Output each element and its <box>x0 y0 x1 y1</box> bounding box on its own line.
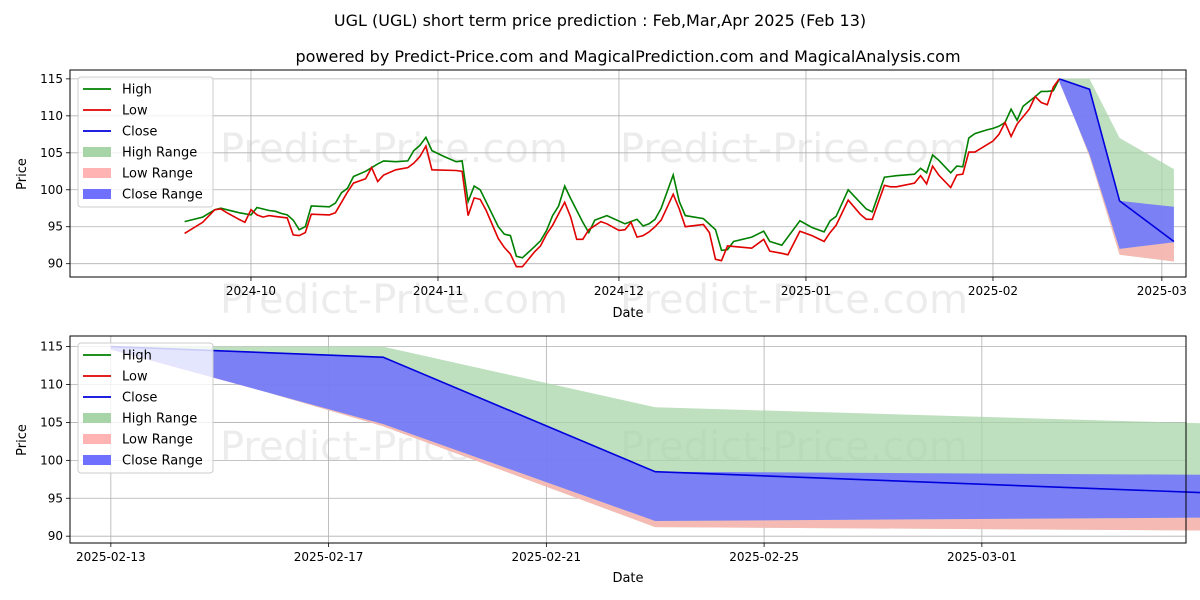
plot-frame <box>69 69 1187 278</box>
legend-close-range-label: Close Range <box>122 454 203 469</box>
legend-low-range-label: Low Range <box>122 433 193 448</box>
legend-box <box>77 76 214 208</box>
close-range-band <box>110 346 1200 521</box>
legend-high-range-swatch <box>83 147 111 157</box>
bottom-panel: Predict-Price.com Predict-Price.com 2025… <box>15 335 1200 586</box>
legend-high-label: High <box>122 349 152 364</box>
close-series-line <box>1059 78 1175 243</box>
chart-title: UGL (UGL) short term price prediction : … <box>334 11 866 30</box>
legend-low-range-label: Low Range <box>122 167 193 182</box>
top-panel: Predict-Price.com Predict-Price.com Pred… <box>15 69 1187 323</box>
legend-low-label: Low <box>122 104 148 119</box>
y-tick-label: 95 <box>48 491 63 505</box>
x-tick-label: 2024-11 <box>413 284 463 298</box>
legend-low-label: Low <box>122 370 148 385</box>
y-tick-label: 105 <box>40 415 63 429</box>
legend-box <box>77 342 214 474</box>
x-axis-label: Date <box>612 571 643 586</box>
legend-high-range-swatch <box>83 413 111 423</box>
y-axis-label: Price <box>15 424 30 456</box>
legend-low-range-swatch <box>83 434 111 444</box>
y-tick-label: 100 <box>40 183 63 197</box>
legend-close-range-swatch <box>83 189 111 199</box>
legend-close-range-label: Close Range <box>122 188 203 203</box>
y-tick-label: 110 <box>40 378 63 392</box>
low-series-line <box>184 78 1060 268</box>
x-tick-label: 2024-10 <box>226 284 276 298</box>
x-axis-label: Date <box>612 306 643 321</box>
legend-low-range-swatch <box>83 168 111 178</box>
legend-high-range-label: High Range <box>122 146 197 161</box>
y-tick-label: 100 <box>40 453 63 467</box>
y-axis-label: Price <box>15 158 30 190</box>
legend-close-range-swatch <box>83 455 111 465</box>
x-tick-label: 2024-12 <box>594 284 644 298</box>
y-tick-label: 115 <box>40 340 63 354</box>
legend-close-label: Close <box>122 391 157 406</box>
y-tick-label: 105 <box>40 146 63 160</box>
legend-close-label: Close <box>122 125 157 140</box>
y-tick-label: 110 <box>40 109 63 123</box>
plot-frame <box>69 335 1187 544</box>
y-tick-label: 115 <box>40 72 63 86</box>
legend-high-label: High <box>122 83 152 98</box>
legend-high-range-label: High Range <box>122 412 197 427</box>
x-tick-label: 2025-03-01 <box>947 550 1017 564</box>
x-tick-label: 2025-02-21 <box>511 550 581 564</box>
y-tick-label: 90 <box>48 529 63 543</box>
x-tick-label: 2025-01 <box>781 284 831 298</box>
x-tick-label: 2025-02-25 <box>729 550 799 564</box>
x-tick-label: 2025-03 <box>1137 284 1187 298</box>
watermark: Predict-Price.com <box>220 277 568 323</box>
y-tick-label: 95 <box>48 220 63 234</box>
watermark: Predict-Price.com <box>620 126 968 172</box>
watermark: Predict-Price.com <box>620 277 968 323</box>
close-range-band <box>1059 78 1174 249</box>
high-series-line <box>184 78 1061 259</box>
x-tick-label: 2025-02-17 <box>294 550 364 564</box>
x-tick-label: 2025-02 <box>968 284 1018 298</box>
y-tick-label: 90 <box>48 257 63 271</box>
chart-subtitle: powered by Predict-Price.com and Magical… <box>295 47 960 66</box>
x-tick-label: 2025-02-13 <box>76 550 146 564</box>
watermark: Predict-Price.com <box>220 126 568 172</box>
